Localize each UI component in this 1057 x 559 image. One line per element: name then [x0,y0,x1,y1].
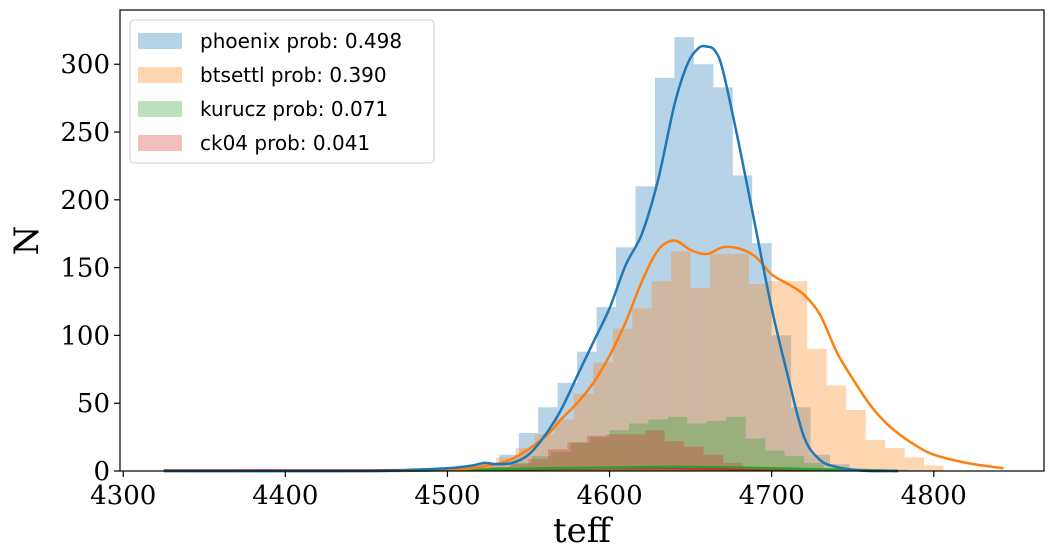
histogram-bar [784,456,805,471]
histogram-bar [684,446,704,471]
legend-label: kurucz prob: 0.071 [200,97,388,121]
histogram-bar [787,281,808,471]
y-tick-label: 200 [60,186,110,216]
x-tick-label: 4600 [576,481,642,511]
histogram-bar [865,439,886,471]
histogram-bar [752,243,772,471]
histogram-bar [596,306,617,471]
histogram-bar [567,442,587,471]
histogram-bar [687,423,707,471]
histogram-bar [710,254,730,471]
y-tick-label: 250 [60,118,110,148]
histogram-bar [479,462,500,471]
histogram-bar [648,419,668,471]
x-tick-label: 4700 [739,481,805,511]
x-tick-label: 4500 [414,481,480,511]
histogram-bar [706,420,727,471]
y-tick-label: 0 [93,457,110,487]
histogram-bar [586,435,607,471]
histogram-bar [904,457,925,471]
histogram-bar [810,454,831,471]
histogram-bar [629,423,649,471]
x-tick-label: 4400 [252,481,318,511]
histogram-bar [645,430,665,471]
histogram-bar [512,462,532,471]
y-tick-label: 150 [60,254,110,284]
histogram-bar [570,442,591,471]
histogram-bar [632,308,652,471]
histogram-bar [826,385,847,471]
kde-line [163,239,1004,473]
legend-swatch [138,33,182,49]
histogram-bar [729,254,749,471]
x-axis-title: teff [553,511,614,551]
legend: phoenix prob: 0.498 btsettl prob: 0.390 ku… [129,19,435,164]
axes-frame [119,9,1045,472]
histogram-bar [713,87,733,472]
histogram-bar [674,37,694,471]
legend-label: btsettl prob: 0.390 [200,63,387,87]
histogram-bar [609,430,630,471]
histogram-bar [606,434,626,471]
histogram-bar [573,393,594,471]
histogram-bar [748,283,769,471]
histogram-bar [551,452,571,471]
x-tick-label: 4800 [901,481,967,511]
histogram-bar [625,434,646,471]
histogram-bar [664,441,685,471]
histogram-bar [924,465,944,471]
histogram-bar [667,416,688,471]
histogram-bar [726,416,746,471]
histogram-bar [518,433,539,471]
histogram-bar [671,251,691,471]
legend-box [129,19,435,164]
histogram-bar [885,447,905,471]
histogram-bar [590,437,610,471]
legend-label: ck04 prob: 0.041 [200,131,370,155]
histogram-bar [577,351,597,471]
histogram-bar [846,409,866,471]
histogram-bar [804,462,824,471]
y-tick-label: 50 [77,389,110,419]
histogram-bar [593,362,613,471]
plot-area [163,37,1004,473]
histogram-bar [690,287,711,471]
histogram-bar [693,64,714,471]
histogram-bar [745,438,766,471]
y-axis-title: N [7,226,47,256]
histogram-bar [807,348,827,471]
legend-swatch [138,67,182,83]
histogram-bar [791,407,811,471]
x-axis: 4300 4400 4500 4600 4700 4800 [90,471,967,511]
legend-swatch [138,101,182,117]
kde-line [163,44,899,473]
histogram-bar [765,450,785,471]
histogram-bar [476,464,497,471]
histogram-bar [612,328,633,471]
histogram-series [457,251,944,471]
histogram-bar [651,281,672,471]
histogram-bar [616,247,636,471]
histogram-bar [554,419,574,471]
histogram-bar [635,186,655,471]
y-axis: 0 50 100 150 200 250 300 [60,50,120,487]
x-tick-label: 4300 [90,481,156,511]
y-tick-label: 100 [60,321,110,351]
legend-swatch [138,135,182,151]
y-tick-label: 300 [60,50,110,80]
histogram-bar [768,281,788,471]
legend-label: phoenix prob: 0.498 [200,29,402,53]
histogram-bar [547,449,568,471]
